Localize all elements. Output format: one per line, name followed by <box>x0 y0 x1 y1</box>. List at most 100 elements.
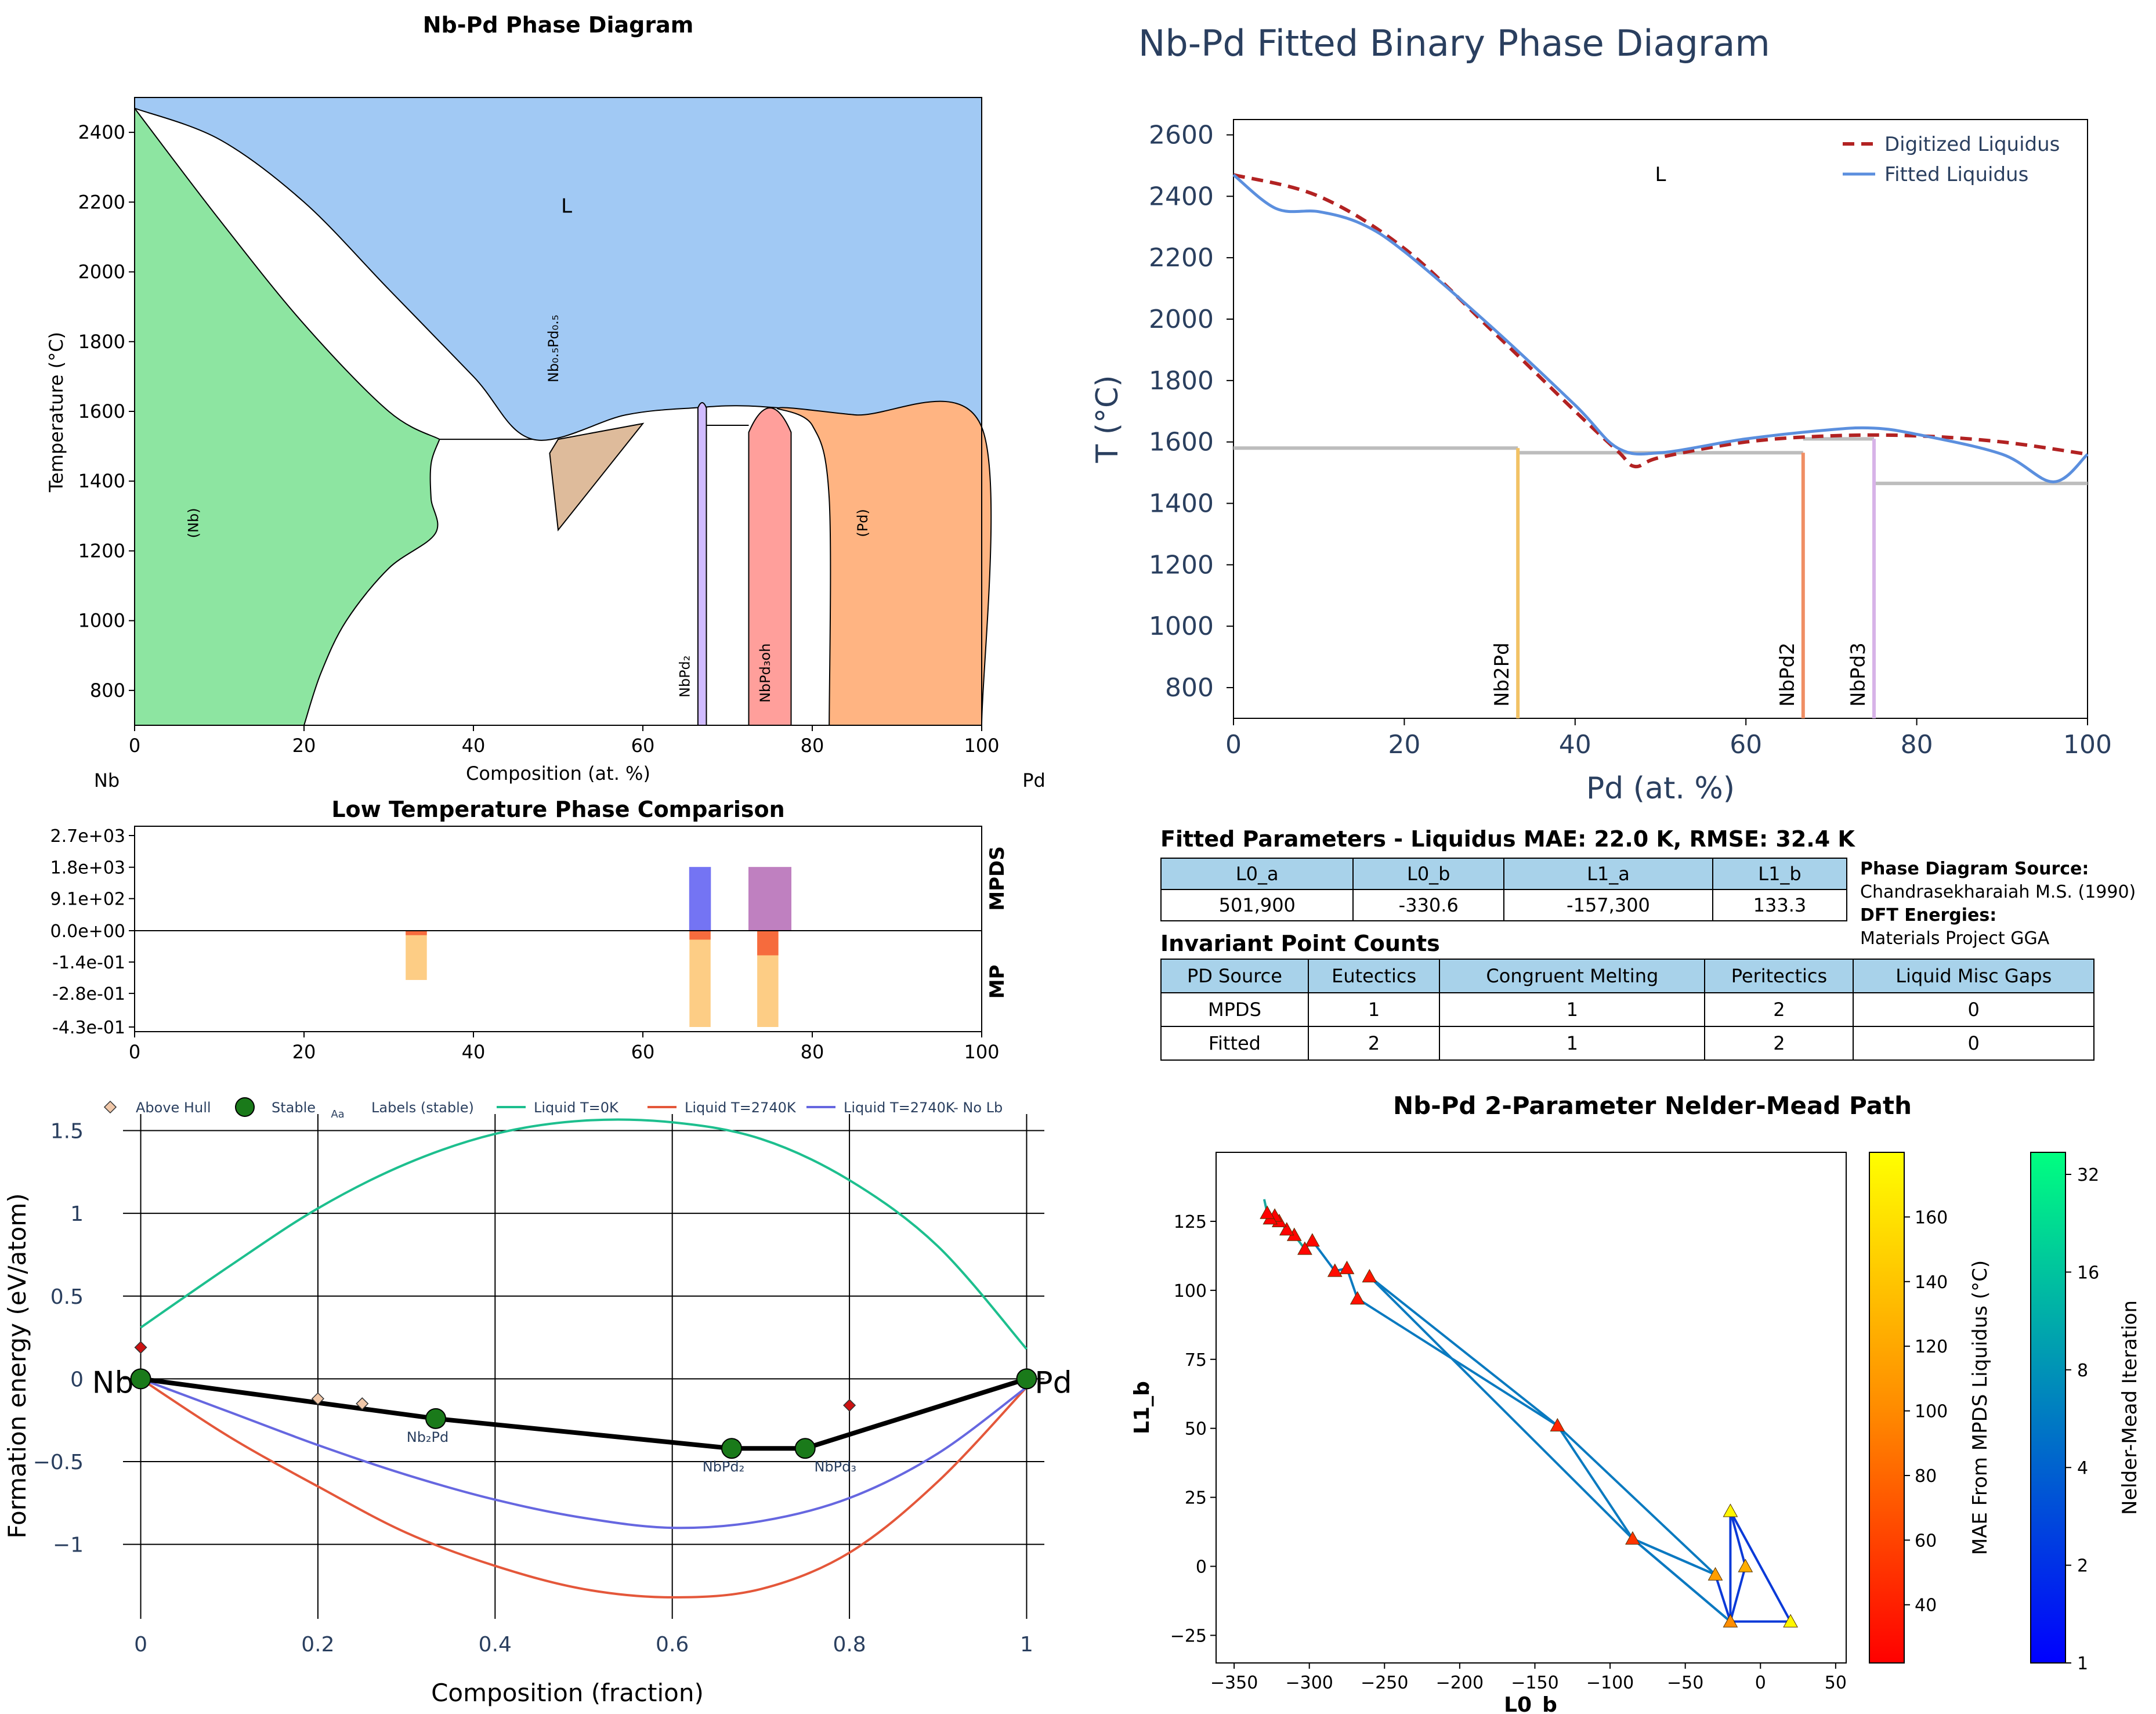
y-tick-label: 1.8e+03 <box>50 858 125 878</box>
invariant-cell: MPDS <box>1160 992 1309 1027</box>
region-label-fcc: (Pd) <box>855 509 871 537</box>
iteration-point <box>1625 1531 1640 1545</box>
y-tick-label: 1000 <box>1149 612 1214 641</box>
invariant-header-cell: Peritectics <box>1704 959 1854 993</box>
above-hull-point <box>134 1341 147 1354</box>
invariant-cell: 1 <box>1439 992 1706 1027</box>
x-tick-label: 0 <box>1225 730 1242 760</box>
y-tick-label: 1200 <box>78 540 125 562</box>
iteration-point <box>1350 1291 1365 1305</box>
path-segment <box>1556 1424 1716 1576</box>
y-tick-label: 100 <box>1174 1281 1207 1301</box>
endpoint-right: Pd <box>1034 1365 1072 1400</box>
y-axis-label: L1_b <box>1130 1381 1154 1434</box>
x-tick-label: 40 <box>1559 730 1591 760</box>
invariant-header-cell: PD Source <box>1160 959 1309 993</box>
invariant-cell: 2 <box>1704 1026 1854 1061</box>
legend-above-hull-icon <box>103 1100 117 1114</box>
y-tick-label: 800 <box>1165 673 1214 703</box>
path-segment <box>1729 1565 1747 1622</box>
path-segment <box>1729 1510 1792 1622</box>
path-segment <box>1714 1574 1732 1622</box>
x-tick-label: 1 <box>1020 1633 1033 1657</box>
dft-heading: DFT Energies: <box>1860 905 1997 925</box>
invariant-cell: Fitted <box>1160 1026 1309 1061</box>
y-tick-label: 1800 <box>78 331 125 353</box>
x-tick-label: 80 <box>801 735 824 757</box>
fitted-value-cell: -330.6 <box>1352 889 1504 921</box>
stable-phase-label: NbPd₃ <box>814 1459 856 1475</box>
y-tick-label: 1200 <box>1149 550 1214 580</box>
x-tick-label: 20 <box>292 735 316 757</box>
mp-bar-stable <box>757 931 779 956</box>
y-tick-label: 0.0e+00 <box>50 921 125 942</box>
x-tick-label: 80 <box>801 1041 824 1063</box>
x-tick-label: 0 <box>134 1633 147 1657</box>
formation-energy-panel: Nb₂Pd NbPd₂ NbPd₃ 0 0.2 0.4 0.6 0.8 1 1.5 1 0.5 0 −0.… <box>3 1097 1072 1707</box>
source-heading: Phase Diagram Source: <box>1860 859 2089 879</box>
legend-label: Liquid T=2740K <box>685 1100 797 1116</box>
x-tick-label: −300 <box>1285 1673 1333 1693</box>
y-tick-label: 1 <box>70 1202 84 1226</box>
legend-label: Liquid T=0K <box>534 1100 619 1116</box>
iteration-point <box>1260 1205 1275 1219</box>
iteration-point <box>1723 1614 1738 1628</box>
pd-fcc-region <box>776 400 992 726</box>
mpds-bar <box>748 867 791 931</box>
iteration-point <box>1339 1260 1355 1274</box>
invariant-table: PD Source Eutectics Congruent Melting Pe… <box>1160 959 2094 1061</box>
fitted-header-cell: L1_a <box>1503 858 1713 890</box>
mp-bar <box>689 931 711 1027</box>
x-tick-label: 50 <box>1825 1673 1847 1693</box>
x-tick-label: 60 <box>631 1041 655 1063</box>
above-hull-point <box>356 1397 369 1411</box>
legend-label: Stable <box>272 1100 316 1116</box>
x-tick-label: 40 <box>462 735 486 757</box>
x-axis-label: Composition (at. %) <box>466 762 650 784</box>
region-label-bcc: (Nb) <box>186 508 202 538</box>
y-tick-label: 2400 <box>78 121 125 143</box>
legend-label: Digitized Liquidus <box>1884 133 2060 156</box>
colorbar-tick-label: 1 <box>2077 1654 2088 1674</box>
x-axis-label: Composition (fraction) <box>431 1679 704 1707</box>
iteration-point <box>1362 1269 1377 1283</box>
legend-marker-text: Aa <box>331 1108 344 1120</box>
iteration-point <box>1708 1567 1723 1581</box>
y-tick-label: 2200 <box>78 191 125 213</box>
phase-line-label: NbPd2 <box>1776 642 1799 707</box>
above-hull-point <box>311 1392 324 1405</box>
y-axis-label: Temperature (°C) <box>45 332 67 493</box>
y-tick-label: 25 <box>1185 1488 1207 1509</box>
x-tick-label: 100 <box>964 1041 999 1063</box>
iteration-point <box>1550 1418 1565 1432</box>
y-tick-label: 75 <box>1185 1350 1207 1371</box>
y-tick-label: 1400 <box>78 470 125 492</box>
colorbar-tick-label: 80 <box>1915 1466 1937 1487</box>
invariant-header-cell: Congruent Melting <box>1439 959 1706 993</box>
upper-label: MPDS <box>986 846 1009 910</box>
fitted-params-title: Fitted Parameters - Liquidus MAE: 22.0 K… <box>1160 826 1855 852</box>
fitted-value-cell: 501,900 <box>1160 889 1354 921</box>
fitted-value-cell: -157,300 <box>1503 889 1713 921</box>
endpoint-left: Nb <box>92 1365 134 1400</box>
y-tick-label: −25 <box>1170 1626 1207 1646</box>
mp-bar-stable <box>406 931 427 935</box>
x-tick-label: 60 <box>1730 730 1762 760</box>
colorbar-tick-label: 40 <box>1915 1596 1937 1616</box>
x-tick-label: −350 <box>1210 1673 1258 1693</box>
path-segment <box>1729 1510 1747 1567</box>
liquid-curve <box>140 1118 1028 1350</box>
invariant-cell: 0 <box>1853 992 2094 1027</box>
invariant-cell: 1 <box>1439 1026 1706 1061</box>
fitted-value-cell: 133.3 <box>1712 889 1848 921</box>
source-value: Chandrasekharaiah M.S. (1990) <box>1860 882 2136 902</box>
low-temp-comparison-panel: 0 20 40 60 80 100 2.7e+03 1.8e+03 9.1e+02 0.0e+00… <box>50 797 1009 1063</box>
iteration-point <box>1783 1614 1798 1628</box>
mae-colorbar-label: MAE From MPDS Liquidus (°C) <box>1969 1260 1992 1555</box>
x-tick-label: −50 <box>1667 1673 1703 1693</box>
legend-label: Labels (stable) <box>371 1100 474 1116</box>
chart-title: Nb-Pd 2-Parameter Nelder-Mead Path <box>1393 1091 1912 1120</box>
legend-label: Liquid T=2740K- No Lb <box>844 1100 1003 1116</box>
invariant-cell: 1 <box>1307 992 1441 1027</box>
series-line-fitted <box>1232 173 2089 484</box>
